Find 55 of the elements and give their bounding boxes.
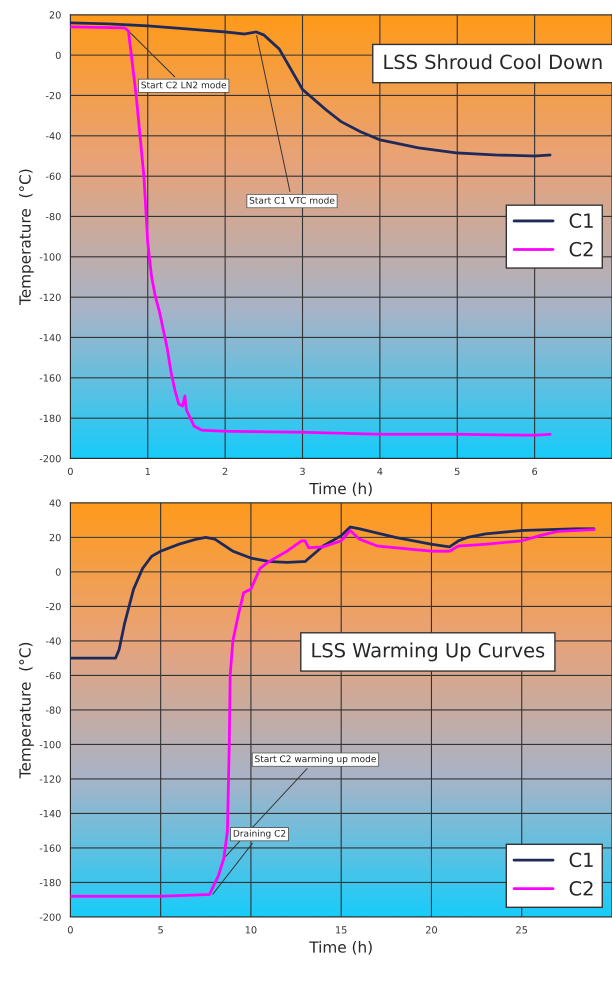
y-tick-label: -40 — [46, 132, 61, 140]
x-tick-label: 15 — [336, 926, 347, 934]
y-tick-label: -100 — [40, 253, 61, 261]
y-tick-label: 40 — [49, 499, 61, 507]
y-tick-label: -140 — [40, 334, 61, 342]
x-axis-title: Time (h) — [309, 940, 372, 955]
annotation: Draining C2 — [234, 830, 286, 839]
y-tick-label: -200 — [40, 454, 61, 462]
y-tick-label: 20 — [50, 11, 61, 19]
x-tick-label: 0 — [68, 926, 73, 934]
y-tick-label: -140 — [40, 810, 61, 818]
legend-label: C2 — [570, 881, 593, 896]
y-tick-label: 0 — [56, 568, 61, 576]
y-tick-label: -120 — [40, 294, 61, 301]
x-tick-label: 25 — [516, 926, 528, 934]
line-series — [70, 26, 552, 437]
x-tick-label: 5 — [158, 926, 163, 934]
text: LSS Shroud Cool Down — [384, 54, 602, 70]
y-tick-label: 0 — [56, 52, 61, 59]
y-axis-title: Temperature (°C) — [18, 642, 34, 778]
annotation: Start C2 warming up mode — [255, 755, 376, 764]
x-tick-label: 6 — [532, 468, 538, 476]
y-tick-label: -80 — [46, 212, 61, 220]
y-tick-label: -180 — [40, 878, 61, 886]
y-tick-label: -120 — [40, 775, 61, 783]
y-tick-label: -60 — [46, 172, 61, 180]
y-tick-label: -160 — [40, 844, 61, 852]
x-tick-label: 0 — [68, 468, 73, 476]
y-tick-label: -20 — [46, 92, 61, 100]
y-tick-label: -60 — [46, 672, 61, 680]
legend-label: C1 — [570, 213, 593, 228]
annotation: Start C2 LN2 mode — [141, 81, 226, 88]
legend-label: C1 — [570, 852, 593, 868]
x-tick-label: 20 — [426, 926, 437, 934]
y-tick-label: -200 — [40, 913, 61, 921]
y-tick-label: -20 — [46, 602, 61, 610]
y-tick-label: -160 — [40, 374, 61, 382]
y-tick-label: -40 — [46, 637, 61, 645]
x-tick-label: 4 — [377, 468, 382, 475]
y-axis-title: Temperature (°C) — [18, 170, 34, 306]
x-tick-label: 3 — [300, 468, 305, 476]
x-tick-label: 1 — [146, 468, 150, 475]
legend-label: C2 — [570, 242, 593, 257]
text: LSS Warming Up Curves — [312, 642, 544, 662]
x-tick-label: 10 — [246, 926, 256, 934]
x-tick-label: 5 — [454, 468, 460, 476]
x-tick-label: 2 — [222, 468, 228, 475]
x-axis-title: Time (h) — [309, 482, 372, 496]
y-tick-label: -180 — [40, 414, 61, 422]
y-tick-label: 20 — [50, 534, 61, 542]
y-tick-label: -100 — [40, 740, 61, 748]
y-tick-label: -80 — [46, 706, 61, 714]
line-series — [70, 21, 552, 158]
annotation: Start C1 VTC mode — [250, 196, 334, 204]
line-series — [70, 526, 596, 660]
